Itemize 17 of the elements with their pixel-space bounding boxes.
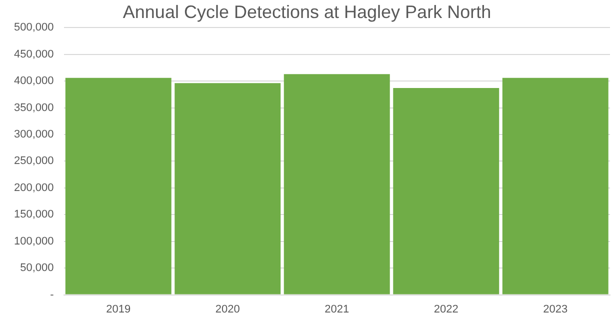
- y-tick-label: 100,000: [14, 235, 54, 248]
- y-tick-label: 200,000: [14, 182, 54, 194]
- x-tick-label: 2020: [215, 303, 240, 316]
- y-tick-label: 450,000: [14, 48, 54, 60]
- x-tick-label: 2023: [543, 303, 568, 316]
- y-tick-label: -: [50, 288, 54, 301]
- y-tick-label: 50,000: [20, 262, 54, 274]
- chart-title: Annual Cycle Detections at Hagley Park North: [122, 2, 492, 22]
- y-tick-label: 300,000: [14, 128, 54, 141]
- x-tick-label: 2022: [434, 303, 458, 316]
- y-tick-label: 500,000: [14, 22, 54, 34]
- y-tick-label: 400,000: [14, 75, 54, 88]
- y-tick-label: 350,000: [14, 102, 54, 114]
- x-tick-label: 2021: [324, 303, 350, 316]
- x-tick-label: 2019: [106, 303, 131, 316]
- y-tick-label: 250,000: [14, 155, 54, 168]
- y-tick-label: 150,000: [14, 208, 54, 221]
